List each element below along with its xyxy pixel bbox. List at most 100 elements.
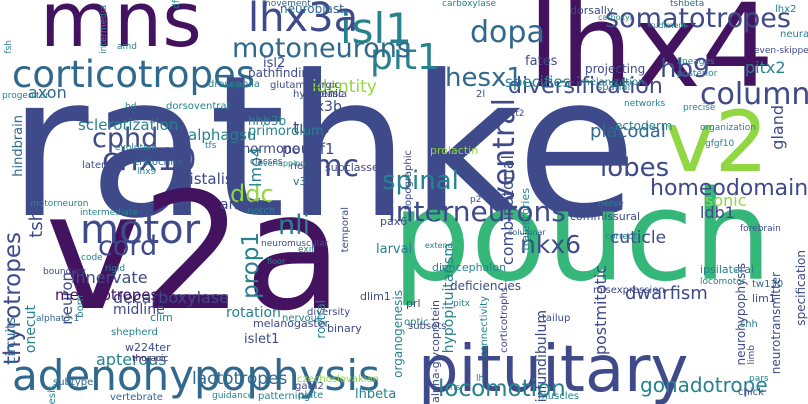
word: sonic: [705, 191, 747, 210]
word: motor: [80, 207, 201, 253]
word: shepherd: [111, 327, 158, 338]
word: neurotransmitter: [769, 272, 783, 375]
word: dorsoventral: [166, 101, 230, 112]
word: onecut: [23, 305, 39, 354]
word: homeodomain: [650, 176, 808, 201]
word: primordium: [248, 124, 324, 139]
word: tube: [293, 118, 330, 137]
word: plate: [298, 390, 324, 401]
word: amd: [117, 42, 137, 52]
word: projecting: [585, 62, 646, 76]
word: binary: [327, 322, 362, 335]
word: forebrain: [740, 224, 781, 234]
word: extend: [425, 241, 453, 250]
word: prolactin: [430, 144, 479, 157]
word: movement: [262, 0, 311, 9]
word: clim: [150, 311, 173, 324]
word: gland: [768, 105, 787, 150]
word: drosophila: [208, 79, 261, 90]
word: lh: [476, 374, 485, 384]
word: hormone: [242, 142, 301, 157]
word: lhbeta: [355, 387, 397, 402]
word: ectoderm: [615, 119, 673, 133]
word: locomotor: [700, 277, 746, 287]
word: rieger: [290, 161, 320, 172]
word: prl: [406, 297, 421, 310]
word: chick: [738, 387, 764, 398]
word: floor: [267, 257, 286, 266]
word: phrenic: [303, 87, 345, 100]
word: tfs: [205, 141, 217, 151]
word: exit: [298, 245, 315, 255]
word: larval: [376, 242, 413, 257]
word: pouch: [392, 165, 772, 309]
word: glutamatergic: [270, 80, 341, 91]
word: rudiment: [650, 21, 687, 30]
word: diencephalon: [432, 261, 507, 274]
word: lhx4: [528, 0, 775, 114]
word: even-skipped: [754, 46, 808, 56]
word: networks: [624, 99, 666, 109]
word: gonadotrope: [640, 373, 768, 397]
word: circuits: [4, 317, 19, 364]
word: v2a: [45, 159, 344, 347]
word: fsh: [4, 40, 14, 54]
word: islet1: [244, 332, 280, 347]
word: w224ter: [125, 341, 171, 354]
word: czechoslovakian: [297, 374, 380, 385]
word: lhx9: [137, 167, 157, 177]
word: islet2: [500, 109, 525, 119]
word: combinatorial: [498, 155, 517, 266]
word: commissural: [570, 210, 641, 223]
word: postmitotic: [591, 265, 610, 356]
word: rathke: [8, 34, 637, 262]
word: corticotrophs: [499, 287, 510, 353]
word: intermediate: [80, 208, 138, 218]
word: somatotropes: [605, 3, 791, 34]
word: alpha-glycoprotein: [429, 300, 442, 403]
word: thoracic: [132, 354, 169, 364]
word: subtype: [53, 377, 94, 388]
word: hb9: [660, 54, 710, 84]
word: alphat3-1: [36, 314, 80, 324]
word: tw130: [752, 279, 784, 290]
word: axon: [28, 83, 67, 102]
word: 2l: [476, 89, 486, 100]
word: tsh: [26, 210, 47, 238]
word: temporal: [340, 207, 351, 253]
word: midline: [113, 302, 165, 318]
word: limb: [747, 345, 757, 365]
word: gata2: [295, 381, 324, 392]
word: identity: [312, 77, 377, 97]
word: prop1: [238, 232, 264, 299]
word: organogenesis: [391, 290, 405, 378]
word: neuromuscular: [261, 239, 329, 249]
word: boundary: [43, 267, 86, 277]
word: df: [172, 0, 182, 9]
word: topographic: [403, 150, 414, 211]
word: pituitary: [418, 333, 689, 404]
word: dwarfism: [625, 283, 708, 304]
word: born: [75, 295, 86, 318]
word: gfgf10: [705, 139, 735, 149]
word: pax6: [380, 215, 408, 228]
word: nli: [278, 210, 311, 241]
word: tailup: [542, 313, 571, 324]
word: melanization: [580, 77, 645, 88]
word: lhx3b: [303, 99, 342, 115]
word: lineages: [677, 57, 715, 67]
word: tshbeta: [670, 0, 705, 9]
word: pitx2: [745, 58, 786, 77]
word: nerve: [598, 199, 624, 209]
word: v2: [665, 93, 769, 191]
word: overlapping: [258, 159, 306, 168]
word: motoneurons: [232, 33, 411, 64]
word: notch: [247, 206, 276, 217]
word: melanotropes: [55, 286, 159, 304]
word: lateral: [82, 160, 114, 171]
word: columnar: [508, 228, 546, 237]
word: interneurons: [388, 195, 566, 228]
